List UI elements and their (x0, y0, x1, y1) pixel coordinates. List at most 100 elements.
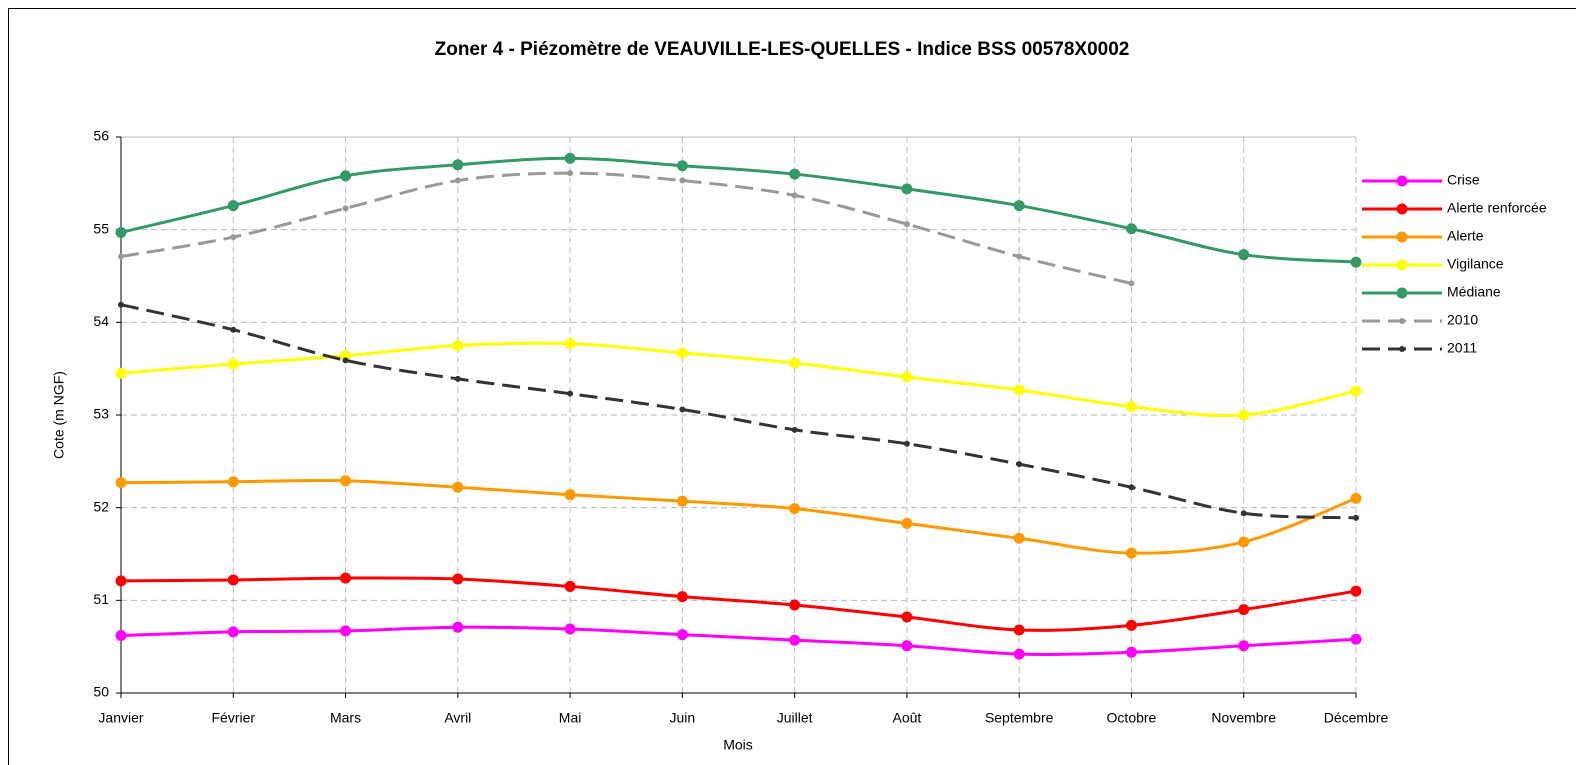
data-point (1013, 200, 1025, 212)
legend-label: 2010 (1447, 312, 1478, 328)
data-point (789, 503, 801, 515)
data-point (567, 170, 574, 177)
data-point (227, 626, 239, 638)
series-line (120, 479, 1357, 555)
data-point (115, 367, 127, 379)
x-tick-label: Septembre (985, 710, 1054, 726)
legend-marker (1396, 231, 1408, 243)
data-point (1128, 280, 1135, 287)
series-line (120, 341, 1357, 418)
data-point (903, 440, 910, 447)
data-point (1013, 532, 1025, 544)
data-point (1353, 514, 1359, 521)
y-tick-label: 53 (93, 406, 109, 422)
data-point (567, 390, 574, 397)
data-point (227, 476, 239, 488)
data-point (676, 347, 688, 359)
legend-marker (1396, 259, 1408, 271)
legend-marker (1399, 318, 1405, 324)
x-tick-label: Mars (330, 710, 361, 726)
data-point (340, 350, 352, 362)
data-point (227, 574, 239, 586)
data-point (342, 357, 349, 364)
data-point (452, 340, 464, 351)
data-point (454, 177, 461, 184)
data-point (1125, 401, 1137, 413)
x-tick-label: Novembre (1211, 710, 1276, 726)
data-point (230, 326, 237, 333)
legend-label: Alerte (1447, 228, 1484, 244)
series-line (120, 171, 1132, 285)
data-point (1016, 461, 1023, 468)
y-tick-label: 52 (93, 498, 109, 514)
x-tick-label: Août (893, 710, 922, 726)
data-point (115, 226, 127, 238)
legend-label: Vigilance (1447, 256, 1504, 272)
y-tick-label: 55 (93, 220, 109, 236)
data-point (1350, 385, 1362, 397)
data-point (789, 599, 801, 611)
x-axis-label: Mois (723, 737, 753, 753)
data-point (1350, 585, 1362, 597)
data-point (679, 177, 686, 184)
data-point (564, 623, 576, 635)
data-point (227, 358, 239, 370)
data-point (452, 481, 464, 493)
data-point (340, 170, 352, 182)
legend-label: Crise (1447, 172, 1480, 188)
data-point (1350, 492, 1362, 504)
data-point (679, 406, 686, 413)
legend-marker (1399, 346, 1405, 352)
data-point (1350, 256, 1362, 268)
data-point (789, 168, 801, 180)
series-line (120, 303, 1357, 520)
data-point (676, 629, 688, 641)
data-point (1240, 510, 1247, 517)
data-point (115, 477, 127, 489)
legend-label: Alerte renforcée (1447, 200, 1547, 216)
x-tick-label: Février (211, 710, 255, 726)
data-point (676, 495, 688, 507)
data-point (1013, 384, 1025, 396)
x-tick-label: Juillet (777, 710, 813, 726)
legend-marker (1396, 203, 1408, 215)
data-point (1238, 409, 1250, 421)
data-point (342, 205, 349, 212)
data-point (1125, 619, 1137, 631)
data-point (901, 611, 913, 623)
data-point (340, 475, 352, 487)
data-point (118, 253, 124, 260)
series-line (120, 625, 1357, 656)
data-point (901, 517, 913, 529)
data-point (340, 572, 352, 584)
data-point (564, 580, 576, 592)
x-tick-label: Octobre (1107, 710, 1157, 726)
data-point (452, 573, 464, 585)
series-line (120, 156, 1357, 264)
y-tick-label: 50 (93, 684, 109, 700)
chart-title: Zoner 4 - Piézomètre de VEAUVILLE-LES-QU… (435, 39, 1130, 60)
data-point (903, 221, 910, 228)
data-point (564, 152, 576, 164)
series-line (120, 576, 1357, 632)
data-point (1350, 633, 1362, 645)
data-point (454, 375, 461, 382)
data-point (564, 489, 576, 501)
data-point (901, 371, 913, 383)
data-point (901, 183, 913, 195)
data-point (789, 357, 801, 369)
data-point (115, 575, 127, 587)
data-point (1238, 249, 1250, 261)
data-point (340, 625, 352, 637)
data-point (1238, 536, 1250, 548)
legend-marker (1396, 175, 1408, 187)
data-point (1125, 646, 1137, 658)
data-point (1238, 640, 1250, 652)
data-point (789, 634, 801, 646)
x-tick-label: Mai (559, 710, 582, 726)
data-point (1125, 223, 1137, 235)
data-point (676, 160, 688, 172)
data-point (115, 630, 127, 642)
data-point (676, 591, 688, 603)
